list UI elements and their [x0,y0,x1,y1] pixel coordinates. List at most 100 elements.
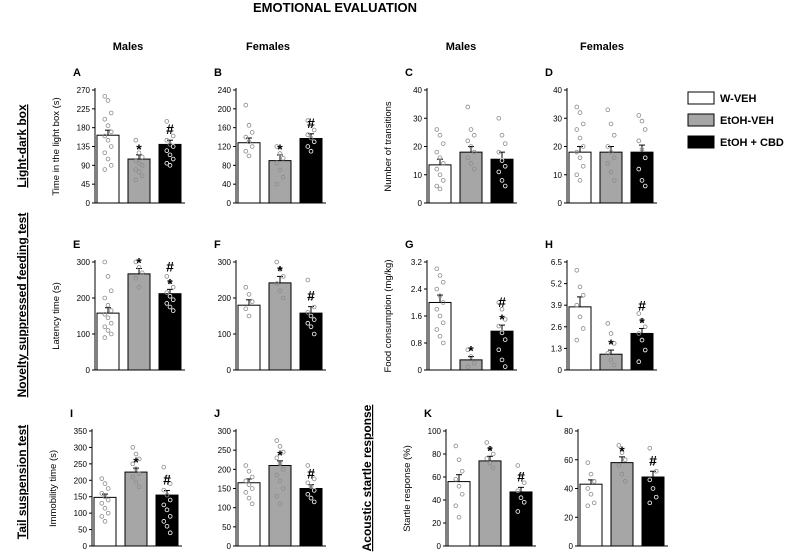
panel-k: K Startle response (%) 0 20 40 60 80 100 * # [402,408,536,551]
panel-j-datapoint [274,438,280,443]
panel-g-datapoint [437,293,443,299]
panel-e-datapoint [102,259,108,265]
panel-k-datapoint [515,463,521,468]
panel-c-datapoint [496,169,502,175]
panel-i-datapoint [161,487,167,493]
panel-c-datapoint [468,127,474,132]
panel-a-datapoint [133,137,139,143]
panel-h-tick-label: 6.5 [551,258,563,267]
panel-g-bar-3 [490,330,514,371]
panel-e-datapoint [164,290,170,295]
panel-b-datapoint [249,144,255,149]
panel-f-datapoint [246,292,252,297]
panel-i-datapoint [161,464,167,470]
panel-j-tick-label: 250 [218,446,232,455]
panel-f-datapoint [246,313,252,319]
panel-k-datapoint [518,495,524,501]
panel-i-significance-mark: * [133,454,139,470]
panel-a-tick-label: 45 [81,180,90,189]
panel-c-datapoint [502,163,508,169]
panel-b-datapoint [308,135,314,141]
panel-i-datapoint [161,502,167,508]
panel-a-datapoint [102,150,108,156]
panel-c-bar-1 [428,164,452,204]
panel-h-tick-label: 0 [558,366,563,375]
panel-a-datapoint [102,167,108,172]
panel-a-letter: A [73,67,81,79]
panel-g-datapoint [434,266,440,272]
panel-h-datapoint [608,331,614,336]
panel-k-datapoint [456,457,462,463]
panel-c-ylabel: Number of transitions [383,101,394,192]
panel-h-datapoint [639,337,645,343]
panel-a-tick-label: 0 [86,199,91,208]
panel-e-datapoint [133,259,139,265]
panel-j-significance-mark: # [307,466,315,482]
panel-b-tick-label: 200 [218,105,232,114]
panel-c-datapoint [434,127,440,132]
panel-c-tick-label: 40 [413,86,422,95]
panel-k-bar-1 [447,481,471,547]
panel-h-datapoint [611,341,617,346]
panel-i-bar-2 [124,471,148,547]
panel-h-datapoint [611,362,617,368]
panel-g-datapoint [499,306,505,312]
panel-l-datapoint [647,445,653,451]
panel-h-datapoint [636,359,642,364]
panel-i-datapoint [130,461,136,467]
panel-b-datapoint [280,155,286,161]
panel-j-significance-mark: * [277,447,283,463]
panel-e-datapoint [108,331,114,337]
panel-d-datapoint [580,163,586,169]
panel-h-datapoint [605,321,611,326]
panel-i-datapoint [136,456,142,462]
panel-b-bar-1 [237,142,261,204]
panel-j-letter: J [214,408,220,420]
panel-e-datapoint [102,295,108,301]
panel-k-datapoint [484,440,490,445]
panel-k-datapoint [487,445,493,451]
panel-i-datapoint [105,510,111,516]
panel-j-datapoint [249,474,255,480]
row-label-novelty: Novelty suppressed feeding test [15,213,29,398]
panel-e-datapoint [136,265,142,270]
panel-k-datapoint [518,472,524,478]
panel-i-datapoint [164,523,170,529]
panel-d-datapoint [639,147,645,152]
panel-a-datapoint [164,160,170,166]
legend-label-etoh-cbd: EtOH + CBD [720,137,784,149]
panel-c-datapoint [437,172,443,178]
panel-k-datapoint [453,503,459,509]
panel-i-ylabel: Immobility time (s) [48,450,59,527]
panel-a-tick-label: 135 [77,143,91,152]
panel-j-tick-label: 200 [218,465,232,474]
panel-c-datapoint [468,144,474,149]
panel-f-datapoint [311,317,317,322]
panel-a-datapoint [105,156,111,162]
panel-j-datapoint [277,444,283,449]
panel-l-datapoint [585,486,591,491]
panel-f-datapoint [305,310,311,315]
panel-i: I Immobility time (s) 0 50 100 150 200 250 300 35… [48,408,182,551]
panel-k-ylabel: Startle response (%) [402,445,413,532]
panel-c-datapoint [440,161,446,166]
panel-g-datapoint [499,357,505,363]
panel-b-datapoint [274,160,280,166]
column-header-3: Males [446,41,477,53]
panel-j-datapoint [280,449,286,455]
panel-f-datapoint [305,320,311,326]
panel-a-datapoint [136,150,142,156]
panel-d-datapoint [608,169,614,175]
legend-swatch-etoh-veh [687,113,715,127]
panel-c-datapoint [437,132,443,138]
panel-e-tick-label: 100 [77,330,91,339]
panel-j-tick-label: 300 [218,427,232,436]
panel-h-datapoint [574,268,580,273]
panel-b-datapoint [243,134,249,140]
panel-g-datapoint [468,354,474,359]
panel-k-datapoint [459,468,465,474]
panel-c-datapoint [499,132,505,138]
panel-g-tick-label: 2.4 [411,285,423,294]
panel-k-datapoint [515,488,521,494]
